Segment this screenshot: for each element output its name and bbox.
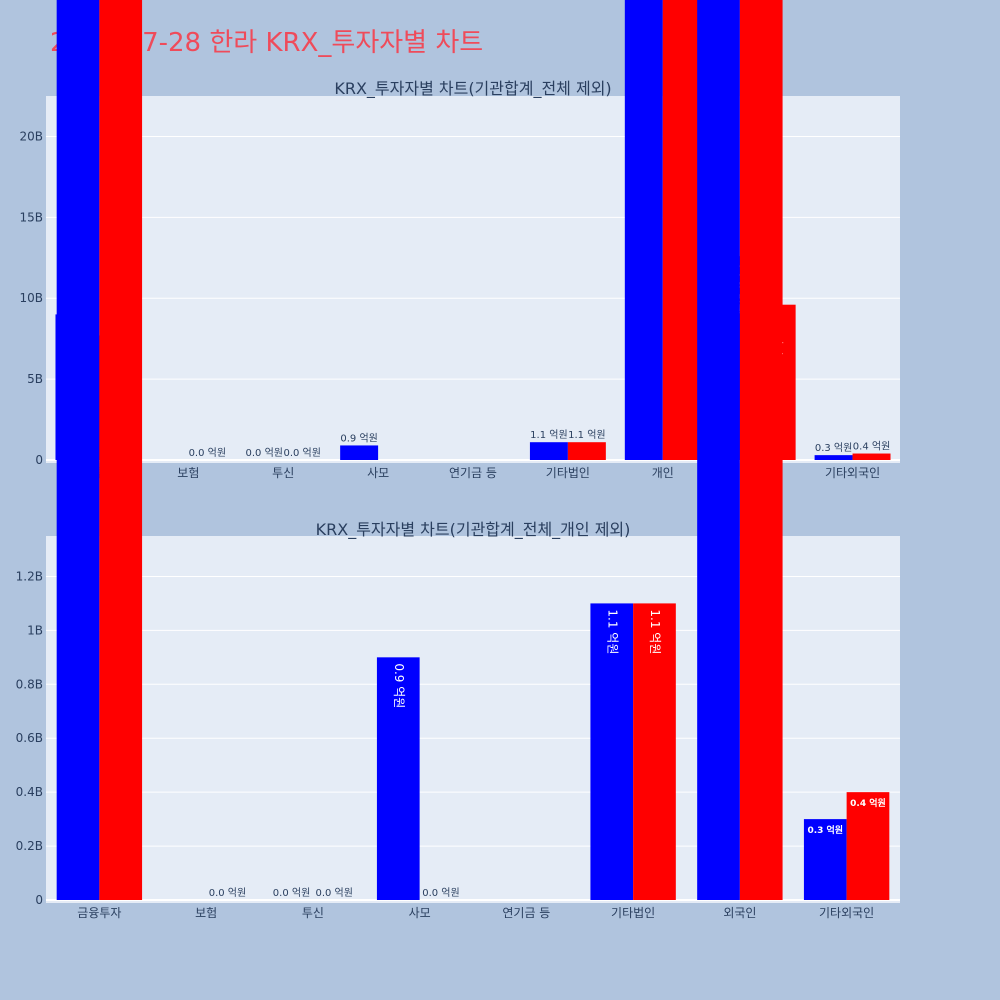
y-tick-label: 0 bbox=[35, 453, 43, 467]
chart-title: KRX_투자자별 차트(기관합계_전체 제외) bbox=[334, 79, 611, 99]
y-tick-label: 1.2B bbox=[16, 569, 43, 583]
data-label: 1.1 억원 bbox=[530, 429, 567, 441]
x-tick-label: 투신 bbox=[272, 466, 294, 480]
x-tick-label: 기타외국인 bbox=[825, 466, 880, 480]
bar bbox=[624, 0, 663, 460]
data-label: 1.1 억원 bbox=[568, 429, 605, 441]
chart-title: KRX_투자자별 차트(기관합계_전체_개인 제외) bbox=[316, 520, 631, 540]
bar bbox=[633, 603, 676, 900]
data-label: 0.9 억원 bbox=[392, 663, 406, 708]
data-label: 0.0 억원 bbox=[246, 447, 283, 459]
x-tick-label: 연기금 등 bbox=[449, 466, 497, 480]
bar bbox=[739, 0, 783, 900]
x-tick-label: 기타외국인 bbox=[819, 906, 874, 920]
bar bbox=[56, 0, 100, 901]
bar bbox=[529, 442, 568, 460]
y-tick-label: 5B bbox=[27, 372, 43, 386]
data-label: 0.0 억원 bbox=[283, 447, 320, 459]
bar bbox=[852, 453, 891, 460]
x-tick-label: 보험 bbox=[177, 466, 199, 480]
x-tick-label: 금융투자 bbox=[77, 906, 121, 920]
y-tick-label: 0.6B bbox=[16, 731, 43, 745]
data-label: 0.3 억원 bbox=[807, 824, 843, 836]
x-tick-label: 투신 bbox=[302, 906, 324, 920]
data-label: 0.0 억원 bbox=[273, 887, 310, 899]
y-tick-label: 15B bbox=[19, 210, 43, 224]
data-label: 0.0 억원 bbox=[189, 447, 226, 459]
data-label: 1.1 억원 bbox=[605, 609, 619, 654]
x-tick-label: 사모 bbox=[367, 466, 389, 480]
bar bbox=[846, 792, 890, 900]
data-label: 0.0 억원 bbox=[422, 887, 459, 899]
y-tick-label: 1B bbox=[27, 623, 43, 637]
data-label: 0.4 억원 bbox=[853, 441, 890, 453]
data-label: 1.1 억원 bbox=[648, 609, 662, 654]
data-label: 0.3 억원 bbox=[815, 442, 852, 454]
y-tick-label: 0.4B bbox=[16, 785, 43, 799]
x-tick-label: 외국인 bbox=[723, 906, 756, 920]
y-tick-label: 10B bbox=[19, 291, 43, 305]
bar bbox=[99, 0, 143, 900]
x-tick-label: 연기금 등 bbox=[502, 906, 550, 920]
data-label: 0.9 억원 bbox=[340, 432, 377, 444]
data-label: 0.0 억원 bbox=[209, 887, 246, 899]
bar bbox=[697, 0, 740, 900]
x-tick-label: 개인 bbox=[652, 466, 674, 480]
bar bbox=[376, 657, 420, 900]
y-tick-label: 0.8B bbox=[16, 677, 43, 691]
bar bbox=[340, 445, 379, 460]
x-tick-label: 기타법인 bbox=[546, 466, 590, 480]
x-tick-label: 보험 bbox=[195, 906, 217, 920]
data-label: 0.4 억원 bbox=[850, 797, 886, 809]
bar bbox=[814, 455, 853, 460]
x-tick-label: 사모 bbox=[409, 906, 431, 920]
y-tick-label: 0.2B bbox=[16, 839, 43, 853]
x-tick-label: 기타법인 bbox=[611, 906, 655, 920]
data-label: 0.0 억원 bbox=[315, 887, 352, 899]
bar bbox=[567, 442, 606, 460]
y-tick-label: 0 bbox=[35, 893, 43, 907]
y-tick-label: 20B bbox=[19, 129, 43, 143]
bar bbox=[590, 603, 634, 900]
bar bbox=[662, 0, 701, 460]
bar bbox=[803, 819, 847, 900]
